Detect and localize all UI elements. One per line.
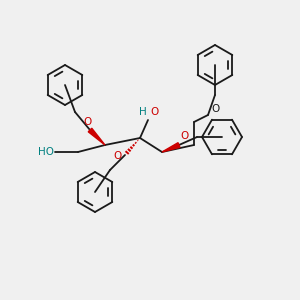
Text: O: O	[150, 107, 158, 117]
Text: O: O	[211, 104, 219, 114]
Text: O: O	[180, 131, 188, 141]
Polygon shape	[162, 143, 180, 152]
Text: H: H	[139, 107, 147, 117]
Text: HO: HO	[38, 147, 54, 157]
Text: O: O	[84, 117, 92, 127]
Text: O: O	[114, 151, 122, 161]
Polygon shape	[88, 128, 105, 145]
